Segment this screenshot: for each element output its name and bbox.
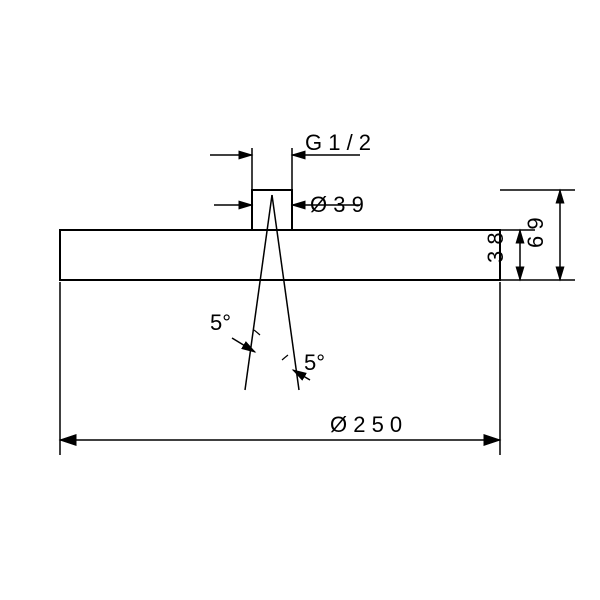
- label-thread: G 1 / 2: [305, 130, 371, 155]
- label-overall-diameter: Ø 2 5 0: [330, 412, 402, 437]
- label-tilt-left: 5°: [210, 310, 231, 335]
- label-body-height: 3 8: [483, 232, 508, 263]
- tilt-line-right: [272, 195, 299, 390]
- technical-drawing: G 1 / 2 Ø 3 9 3 8 6 9 Ø 2 5 0 5° 5°: [0, 0, 600, 600]
- label-tilt-right: 5°: [304, 350, 325, 375]
- label-total-height: 6 9: [523, 217, 548, 248]
- tilt-line-left: [245, 195, 272, 390]
- label-connector-diameter: Ø 3 9: [310, 192, 364, 217]
